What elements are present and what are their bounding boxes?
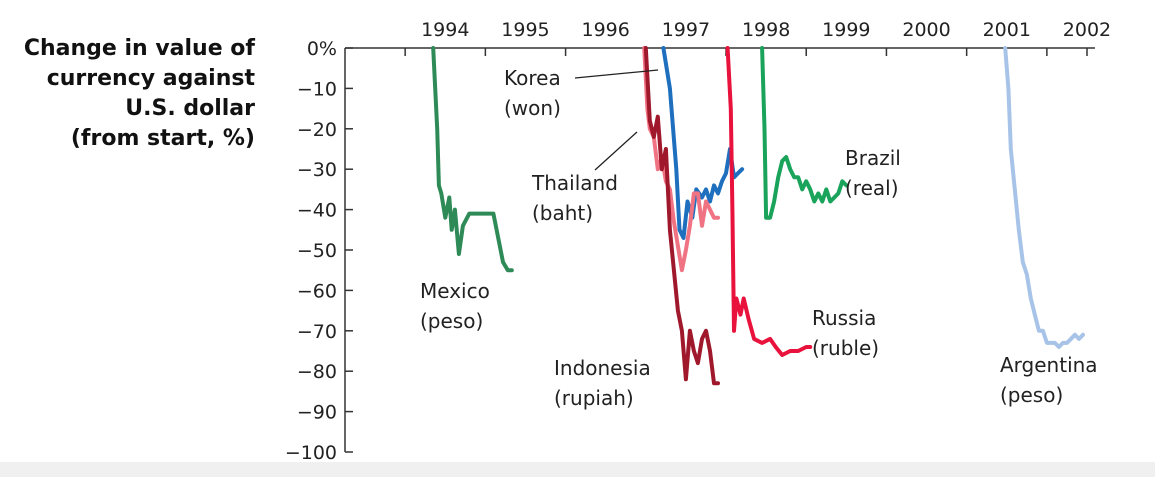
- y-tick-label: −70: [297, 321, 337, 343]
- y-tick-label: −100: [285, 442, 337, 464]
- leader-line-thailand: [594, 131, 638, 171]
- x-tick-label: 2000: [902, 19, 950, 41]
- y-tick-label: −50: [297, 240, 337, 262]
- y-tick-label: −10: [297, 78, 337, 100]
- series-label-russia: Russia: [812, 306, 876, 330]
- series-label-korea: Korea: [504, 66, 561, 90]
- y-tick-label: −30: [297, 159, 337, 181]
- series-label-mexico: Mexico: [420, 279, 490, 303]
- x-tick-label: 1995: [501, 19, 549, 41]
- x-tick-label: 1996: [582, 19, 630, 41]
- x-tick-label: 1999: [822, 19, 870, 41]
- series-sublabel-thailand: (baht): [532, 201, 593, 225]
- leader-line-korea: [574, 69, 659, 79]
- series-sublabel-brazil: (real): [845, 176, 899, 200]
- bottom-bar: [0, 462, 1155, 477]
- series-labels-layer: Mexico (peso) Korea (won) Thailand (baht) Indo…: [420, 66, 1098, 410]
- series-label-thailand: Thailand: [531, 171, 618, 195]
- x-tick-label: 1998: [742, 19, 790, 41]
- series-label-brazil: Brazil: [845, 146, 901, 170]
- series-line-mexico: [431, 46, 514, 273]
- x-tick-label: 2002: [1063, 19, 1111, 41]
- y-tick-label: −90: [297, 402, 337, 424]
- y-tick-label: −20: [297, 119, 337, 141]
- x-tick-label: 1997: [662, 19, 710, 41]
- series-layer: [431, 46, 1085, 386]
- series-sublabel-korea: (won): [504, 96, 561, 120]
- series-label-argentina: Argentina: [1000, 353, 1098, 377]
- y-tick-label: −60: [297, 280, 337, 302]
- series-sublabel-indonesia: (rupiah): [554, 386, 634, 410]
- x-tick-label: 2001: [983, 19, 1031, 41]
- series-line-indonesia: [643, 46, 720, 386]
- series-label-indonesia: Indonesia: [554, 356, 651, 380]
- axes: 0% −10 −20 −30 −40 −50 −60 −70 −80 −90 −100 1994 199…: [285, 19, 1111, 464]
- series-line-brazil: [760, 46, 849, 220]
- series-line-russia: [725, 46, 813, 357]
- series-sublabel-mexico: (peso): [420, 309, 483, 333]
- series-line-argentina: [1003, 46, 1085, 349]
- y-axis-label: Change in value of currency against U.S.…: [23, 36, 255, 151]
- series-line-thailand: [642, 46, 720, 273]
- y-tick-label: 0%: [307, 38, 337, 60]
- series-sublabel-russia: (ruble): [812, 336, 879, 360]
- y-tick-label: −80: [297, 361, 337, 383]
- series-sublabel-argentina: (peso): [1000, 383, 1063, 407]
- x-tick-label: 1994: [421, 19, 469, 41]
- y-tick-label: −40: [297, 200, 337, 222]
